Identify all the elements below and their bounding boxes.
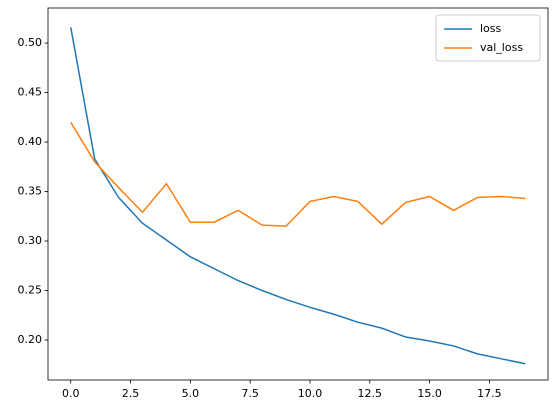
y-tick-label: 0.20 — [18, 333, 43, 346]
x-tick-label: 12.5 — [358, 387, 383, 400]
x-tick-label: 0.0 — [62, 387, 80, 400]
axes-frame — [47, 7, 549, 381]
x-tick-label: 2.5 — [122, 387, 140, 400]
y-tick-label: 0.25 — [18, 284, 43, 297]
legend-box — [435, 14, 541, 62]
y-tick-label: 0.45 — [18, 86, 43, 99]
y-tick-label: 0.35 — [18, 185, 43, 198]
y-tick-label: 0.30 — [18, 234, 43, 247]
line-series — [70, 121, 526, 227]
x-tick-label: 7.5 — [241, 387, 259, 400]
line-series — [69, 27, 526, 365]
y-tick-label: 0.50 — [18, 36, 43, 49]
legend-label: loss — [480, 22, 502, 35]
y-tick-label: 0.40 — [18, 135, 43, 148]
x-tick-label: 10.0 — [298, 387, 323, 400]
legend-label: val_loss — [480, 41, 523, 54]
x-tick-label: 15.0 — [417, 387, 442, 400]
x-tick-label: 5.0 — [182, 387, 200, 400]
x-tick-label: 17.5 — [477, 387, 502, 400]
